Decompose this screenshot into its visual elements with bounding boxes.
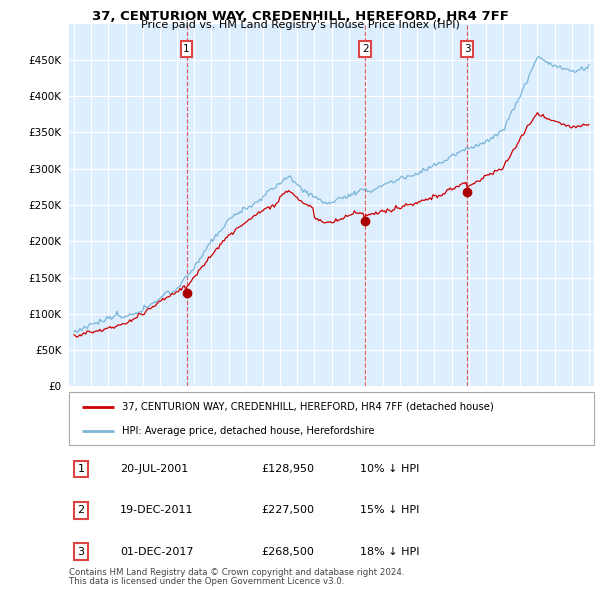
Text: 18% ↓ HPI: 18% ↓ HPI [360, 547, 419, 556]
Text: 2: 2 [362, 44, 368, 54]
Text: HPI: Average price, detached house, Herefordshire: HPI: Average price, detached house, Here… [121, 426, 374, 436]
Text: 1: 1 [183, 44, 190, 54]
Text: Contains HM Land Registry data © Crown copyright and database right 2024.: Contains HM Land Registry data © Crown c… [69, 568, 404, 576]
Text: £268,500: £268,500 [261, 547, 314, 556]
Text: 01-DEC-2017: 01-DEC-2017 [120, 547, 193, 556]
Text: £128,950: £128,950 [261, 464, 314, 474]
Text: 37, CENTURION WAY, CREDENHILL, HEREFORD, HR4 7FF: 37, CENTURION WAY, CREDENHILL, HEREFORD,… [92, 10, 508, 23]
Text: £227,500: £227,500 [261, 506, 314, 515]
Text: 37, CENTURION WAY, CREDENHILL, HEREFORD, HR4 7FF (detached house): 37, CENTURION WAY, CREDENHILL, HEREFORD,… [121, 402, 493, 412]
Text: 3: 3 [464, 44, 470, 54]
Text: Price paid vs. HM Land Registry's House Price Index (HPI): Price paid vs. HM Land Registry's House … [140, 20, 460, 30]
FancyBboxPatch shape [69, 392, 594, 445]
Text: 10% ↓ HPI: 10% ↓ HPI [360, 464, 419, 474]
Text: 2: 2 [77, 506, 85, 515]
Text: 3: 3 [77, 547, 85, 556]
Text: 19-DEC-2011: 19-DEC-2011 [120, 506, 193, 515]
Text: 1: 1 [77, 464, 85, 474]
Text: This data is licensed under the Open Government Licence v3.0.: This data is licensed under the Open Gov… [69, 577, 344, 586]
Text: 20-JUL-2001: 20-JUL-2001 [120, 464, 188, 474]
Text: 15% ↓ HPI: 15% ↓ HPI [360, 506, 419, 515]
